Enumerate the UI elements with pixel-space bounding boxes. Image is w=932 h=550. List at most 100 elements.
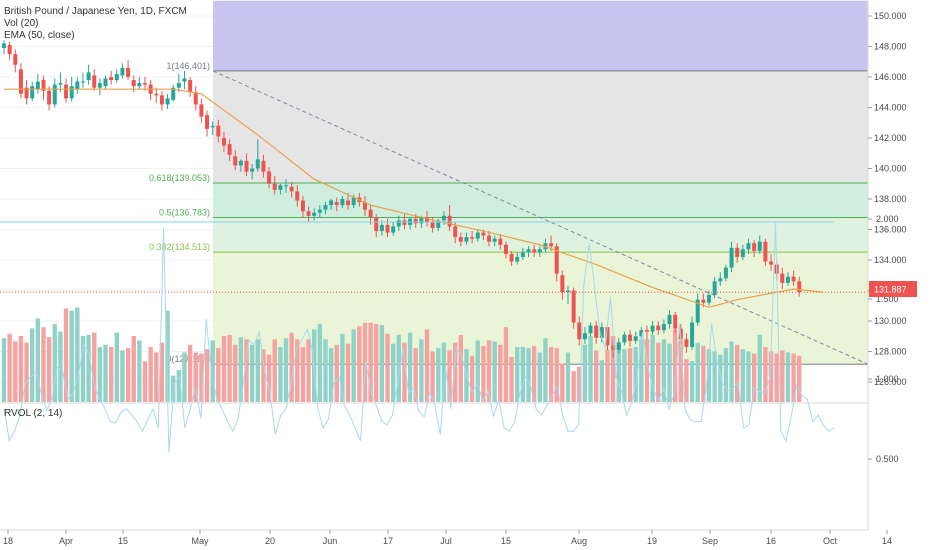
price-tick-label: 146.000 xyxy=(874,72,907,82)
volume-bar xyxy=(165,310,170,402)
volume-bar xyxy=(751,353,757,402)
candle-body xyxy=(402,220,407,225)
ema-line xyxy=(4,88,822,308)
volume-bar xyxy=(526,348,531,402)
volume-bar xyxy=(300,347,306,402)
candle-body xyxy=(368,209,373,218)
volume-bar xyxy=(661,339,667,402)
price-tick-label: 130.000 xyxy=(874,316,907,326)
volume-bar xyxy=(278,347,283,402)
rvol-axis[interactable]: 2.000 1.500 1.000 0.500 xyxy=(868,214,899,464)
time-tick-label: Oct xyxy=(823,536,838,546)
price-tick-label: 138.000 xyxy=(874,194,907,204)
time-tick-label: 18 xyxy=(3,536,13,546)
candle-body xyxy=(103,78,108,87)
ema-layer xyxy=(4,88,822,308)
candle-body xyxy=(284,185,288,187)
volume-bar xyxy=(351,329,356,402)
fib-zone xyxy=(213,70,868,183)
volume-bar xyxy=(233,344,238,402)
candle-body xyxy=(92,75,97,88)
candle-body xyxy=(797,281,802,293)
fib-trend-line xyxy=(212,70,869,365)
time-tick-label: 16 xyxy=(766,536,776,546)
volume-bar xyxy=(582,344,588,402)
candle-body xyxy=(667,314,672,325)
volume-bar xyxy=(605,349,610,402)
volume-bar xyxy=(706,349,712,402)
candle-body xyxy=(661,324,666,331)
candle-body xyxy=(391,226,396,233)
candle-body xyxy=(58,83,63,85)
volume-bar xyxy=(396,334,401,402)
candle-body xyxy=(566,290,570,293)
price-axis[interactable]: 150.000 148.000 146.000 144.000 142.000 140.0… xyxy=(868,11,907,387)
candle-body xyxy=(492,238,497,242)
symbol-title: British Pound / Japanese Yen, 1D, FXCM xyxy=(4,6,187,17)
candle-body xyxy=(470,237,475,239)
volume-bar xyxy=(537,352,542,402)
volume-bar xyxy=(594,350,599,402)
candle-body xyxy=(278,185,283,190)
volume-bars xyxy=(1,307,802,402)
price-tick-label: 134.000 xyxy=(874,255,907,265)
price-tick-label: 126.000 xyxy=(874,377,907,387)
rvol-tick-label: 0.500 xyxy=(876,454,899,464)
vol-label: Vol (20) xyxy=(4,18,38,29)
volume-bar xyxy=(486,340,492,402)
rvol-tick-label: 1.500 xyxy=(876,294,899,304)
fib-level-label: 0.618(139.053) xyxy=(149,173,210,183)
candle-body xyxy=(769,261,774,265)
volume-bar xyxy=(718,354,723,402)
candle-body xyxy=(791,276,796,282)
candle-body xyxy=(261,160,266,172)
candle-body xyxy=(346,200,351,206)
candle-body xyxy=(487,235,492,242)
candle-body xyxy=(18,69,23,94)
volume-bar xyxy=(306,339,311,402)
time-axis[interactable]: 18 Apr 15 May 20 Jun 17 Jul 15 Aug 19 Sep 16 Oct 14 xyxy=(3,530,892,546)
candle-body xyxy=(650,325,655,332)
candle-body xyxy=(684,339,689,347)
volume-bar xyxy=(695,342,700,402)
volume-bar xyxy=(757,334,762,402)
volume-bar xyxy=(41,327,46,402)
fib-level-label: 0.5(136.783) xyxy=(159,208,210,218)
price-tick-label: 140.000 xyxy=(874,164,907,174)
candle-body xyxy=(210,125,215,128)
volume-bar xyxy=(227,334,232,402)
candle-body xyxy=(503,244,508,254)
rvol-layer xyxy=(0,221,835,453)
candle-body xyxy=(582,333,587,340)
candle-body xyxy=(114,73,119,81)
volume-bar xyxy=(441,342,447,402)
rvol-tick-label: 1.000 xyxy=(876,374,899,384)
volume-bar xyxy=(565,352,571,402)
candle-body xyxy=(707,295,711,303)
candle-body xyxy=(441,215,446,221)
candle-body xyxy=(718,278,723,282)
time-tick-label: 19 xyxy=(647,536,657,546)
volume-bar xyxy=(30,328,35,402)
volume-bar xyxy=(413,348,418,402)
price-tick-label: 142.000 xyxy=(874,133,907,143)
price-tick-label: 128.000 xyxy=(874,347,907,357)
candle-body xyxy=(594,325,599,338)
candle-body xyxy=(656,325,661,331)
volume-bar xyxy=(780,350,785,402)
volume-bar xyxy=(520,347,526,402)
candle-body xyxy=(238,160,243,166)
volume-bar xyxy=(667,343,672,402)
volume-bar xyxy=(75,307,80,402)
time-tick-label: Aug xyxy=(571,536,587,546)
candle-body xyxy=(537,249,542,253)
candle-body xyxy=(159,95,164,105)
volume-bar xyxy=(498,344,503,402)
candle-body xyxy=(379,224,384,232)
candle-body xyxy=(131,80,136,87)
last-price-label: 131.887 xyxy=(869,281,917,297)
candle-body xyxy=(351,197,356,206)
candle-body xyxy=(752,243,757,251)
candle-body xyxy=(199,104,204,117)
